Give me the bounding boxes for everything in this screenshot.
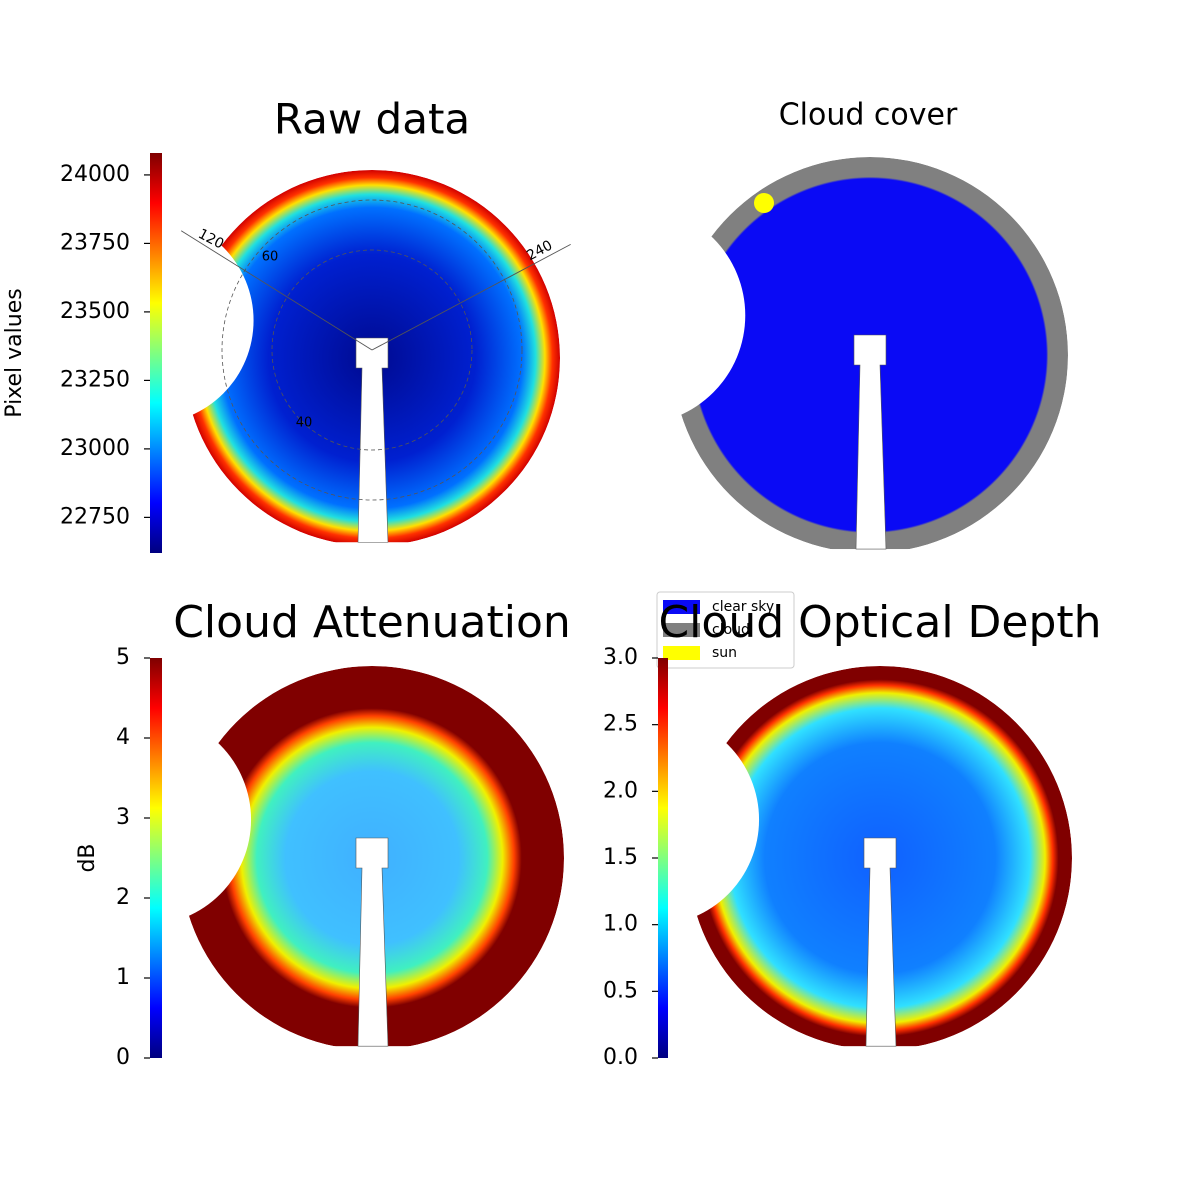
colorbar-tick-label: 1	[116, 965, 130, 990]
colorbar-tick-label: 0.0	[603, 1045, 638, 1070]
zenith-grid	[271, 249, 473, 451]
mast	[355, 337, 389, 543]
legend-swatch	[663, 600, 700, 614]
zenith-label: 40	[296, 416, 313, 431]
zenith-grid	[221, 199, 523, 501]
colorbar	[658, 658, 668, 1058]
zenith-label: 60	[262, 250, 279, 265]
colorbar-label: Pixel values	[2, 288, 27, 417]
panels: Raw data 40 60 1 2 0 240 22750 23000 23250 23500 23…	[2, 95, 1102, 1071]
panel-title: Cloud Attenuation	[173, 597, 571, 648]
azimuth-label: 240	[524, 237, 555, 264]
azimuth-grid	[180, 230, 373, 351]
colorbar-tick-label: 2	[116, 885, 130, 910]
legend-label: cloud	[712, 622, 750, 638]
colorbar-tick-label: 5	[116, 645, 130, 670]
colorbar	[150, 658, 162, 1058]
colorbar-tick-label: 24000	[60, 162, 130, 187]
colorbar-tick-label: 23750	[60, 230, 130, 255]
mast	[863, 837, 897, 1047]
panel: Cloud Optical Depth 0.0 0.5 1.0 1.5 2.0 2.5 3.0	[603, 597, 1102, 1070]
legend-swatch	[663, 646, 700, 660]
colorbar-tick-label: 4	[116, 725, 130, 750]
panel-title: Cloud cover	[779, 98, 958, 133]
legend-label: clear sky	[712, 599, 774, 615]
colorbar-tick-label: 0.5	[603, 978, 638, 1003]
colorbar-label: dB	[75, 843, 100, 872]
legend-label: sun	[712, 645, 737, 661]
colorbar-tick-label: 0	[116, 1045, 130, 1070]
azimuth-grid	[371, 243, 571, 351]
colorbar-tick-label: 3.0	[603, 645, 638, 670]
legend: clear sky cloud sun	[656, 591, 795, 669]
mast	[853, 334, 887, 550]
colorbar-tick-label: 23000	[60, 436, 130, 461]
colorbar-tick-label: 3	[116, 805, 130, 830]
legend-swatch	[663, 623, 700, 637]
colorbar-tick-label: 22750	[60, 504, 130, 529]
sun	[754, 193, 774, 213]
colorbar-tick-label: 23500	[60, 299, 130, 324]
mast	[355, 837, 389, 1047]
colorbar-tick-label: 2.5	[603, 712, 638, 737]
colorbar-tick-label: 23250	[60, 367, 130, 392]
panel: Cloud cover clear sky cloud sun	[656, 98, 1068, 669]
panel-title: Cloud Optical Depth	[658, 597, 1101, 648]
panel: Cloud Attenuation 0 1 2 3 4 5 dB	[75, 597, 571, 1070]
panel-title: Raw data	[274, 95, 470, 144]
colorbar	[150, 153, 162, 553]
colorbar-tick-label: 2.0	[603, 778, 638, 803]
colorbar-tick-label: 1.0	[603, 912, 638, 937]
colorbar-tick-label: 1.5	[603, 845, 638, 870]
